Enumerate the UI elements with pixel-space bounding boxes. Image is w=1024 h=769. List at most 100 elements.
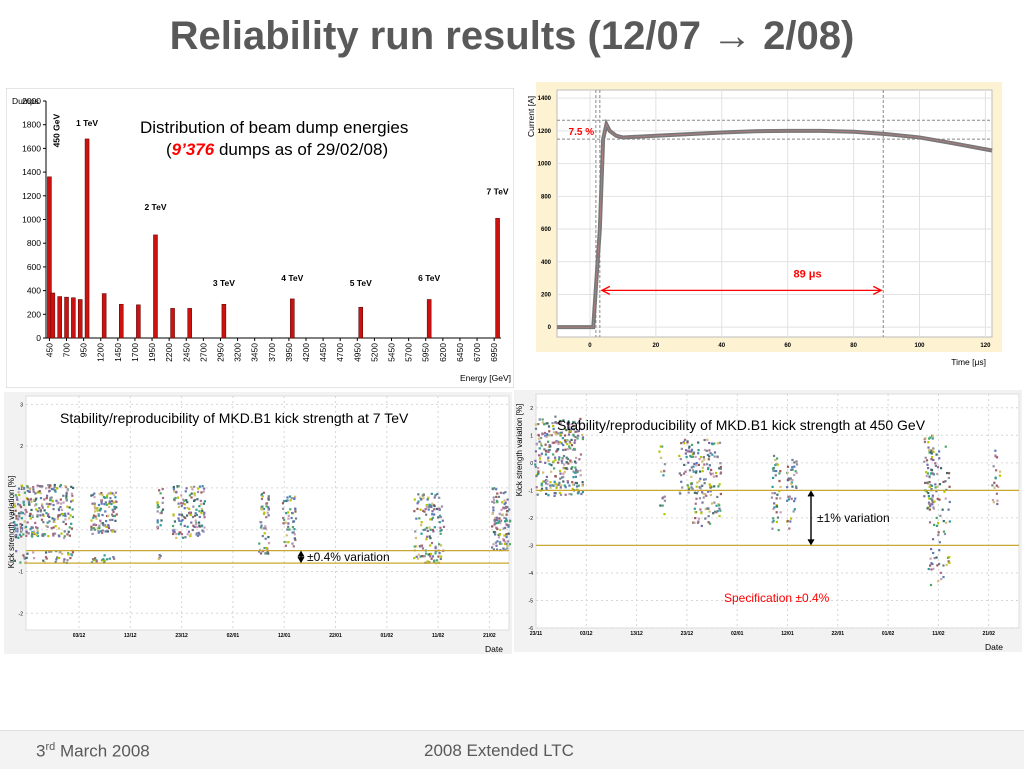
stability-data-point bbox=[538, 447, 541, 450]
stability-data-point bbox=[195, 531, 198, 535]
stability-data-point bbox=[18, 533, 22, 536]
stability-data-point bbox=[26, 489, 29, 493]
stability-data-point bbox=[69, 514, 72, 517]
stability-data-point bbox=[17, 503, 20, 506]
stability-data-point bbox=[686, 450, 689, 453]
stability-data-point bbox=[567, 431, 571, 434]
stability-data-point bbox=[61, 552, 64, 555]
stability-data-point bbox=[695, 464, 698, 467]
stability-data-point bbox=[572, 470, 575, 473]
histogram-x-tick-label: 4200 bbox=[301, 343, 311, 362]
histogram-bar bbox=[64, 296, 69, 339]
stability-data-point bbox=[661, 496, 665, 499]
stability-data-point bbox=[39, 514, 42, 517]
stability-data-point bbox=[437, 516, 440, 519]
stability-data-point bbox=[690, 443, 694, 446]
stability-data-point bbox=[56, 502, 59, 505]
stability-data-point bbox=[287, 522, 290, 525]
stability-data-point bbox=[59, 483, 63, 487]
stability-data-point bbox=[776, 516, 780, 519]
stability-data-point bbox=[575, 485, 579, 488]
stability-y-tick-label: -5 bbox=[529, 598, 534, 604]
stability-data-point bbox=[420, 521, 423, 524]
stability-y-label: Kick strength variation [%] bbox=[515, 404, 524, 496]
stability-data-point bbox=[659, 445, 662, 448]
stability-data-point bbox=[111, 514, 115, 518]
stability-data-point bbox=[948, 485, 951, 488]
stability-data-point bbox=[992, 501, 995, 504]
stability-data-point bbox=[186, 514, 189, 517]
stability-data-point bbox=[936, 497, 939, 500]
stability-data-point bbox=[779, 511, 782, 514]
stability-data-point bbox=[198, 524, 201, 527]
stability-data-point bbox=[947, 476, 950, 480]
stability-data-point bbox=[16, 530, 19, 533]
stability-data-point bbox=[535, 486, 538, 489]
stability-x-tick-label: 02/01 bbox=[731, 631, 744, 637]
histogram-x-tick-label: 2450 bbox=[181, 343, 191, 362]
stability-data-point bbox=[929, 497, 933, 500]
histogram-bar bbox=[77, 299, 83, 339]
stability-data-point bbox=[947, 508, 950, 511]
stability-data-point bbox=[928, 508, 932, 511]
stability-data-point bbox=[683, 438, 687, 441]
stability-data-point bbox=[697, 449, 700, 452]
stability-data-point bbox=[293, 533, 296, 536]
stability-data-point bbox=[929, 505, 932, 508]
stability-data-point bbox=[552, 453, 555, 456]
stability-data-point bbox=[663, 463, 667, 466]
stability-data-point bbox=[13, 527, 17, 530]
stability-data-point bbox=[15, 550, 18, 553]
stability-data-point bbox=[695, 497, 698, 500]
stability-data-point bbox=[943, 532, 947, 536]
stability-data-point bbox=[564, 467, 567, 470]
stability-data-point bbox=[786, 520, 789, 523]
stability-data-point bbox=[193, 485, 196, 488]
stability-data-point bbox=[690, 466, 693, 469]
stability-data-point bbox=[46, 514, 50, 517]
stability-data-point bbox=[56, 556, 59, 559]
stability-data-point bbox=[925, 490, 929, 493]
stability-data-point bbox=[576, 430, 579, 433]
scope-arrow-head-left bbox=[600, 285, 611, 295]
stability-data-point bbox=[693, 491, 697, 494]
stability-data-point bbox=[267, 508, 270, 511]
stability-data-point bbox=[554, 415, 557, 418]
stability-data-point bbox=[709, 471, 712, 474]
stability-data-point bbox=[92, 514, 96, 517]
stability-data-point bbox=[546, 440, 550, 443]
stability-data-point bbox=[160, 519, 163, 522]
scope-x-tick-label: 60 bbox=[784, 343, 791, 349]
stability-data-point bbox=[491, 500, 494, 504]
stability-data-point bbox=[538, 457, 541, 460]
stability-data-point bbox=[574, 481, 577, 485]
stability-data-point bbox=[663, 469, 666, 473]
stability-data-point bbox=[491, 525, 494, 528]
stability-data-point bbox=[70, 522, 73, 525]
stability-data-point bbox=[794, 470, 797, 473]
stability-arrow-head-bottom bbox=[297, 556, 305, 564]
stability-data-point bbox=[156, 519, 159, 522]
histogram-bar bbox=[50, 292, 56, 339]
stability-data-point bbox=[32, 551, 35, 554]
stability-data-point bbox=[158, 489, 161, 492]
stability-data-point bbox=[108, 557, 111, 560]
stability-y-tick-label: -1 bbox=[19, 570, 24, 576]
stability-data-point bbox=[492, 548, 495, 551]
stability-data-point bbox=[413, 498, 416, 501]
stability-data-point bbox=[45, 524, 48, 527]
stability-data-point bbox=[709, 473, 713, 476]
stability-data-point bbox=[200, 491, 203, 494]
stability-data-point bbox=[557, 461, 560, 464]
stability-data-point bbox=[426, 498, 429, 501]
stability-data-point bbox=[503, 526, 507, 530]
stability-data-point bbox=[572, 424, 575, 427]
scope-y-tick-label: 800 bbox=[541, 194, 552, 200]
stability-data-point bbox=[791, 466, 794, 469]
stability-data-point bbox=[661, 445, 664, 448]
stability-data-point bbox=[262, 512, 266, 516]
stability-data-point bbox=[58, 485, 62, 488]
stability-data-point bbox=[925, 471, 928, 474]
stability-data-point bbox=[573, 471, 576, 474]
stability-data-point bbox=[692, 465, 695, 468]
